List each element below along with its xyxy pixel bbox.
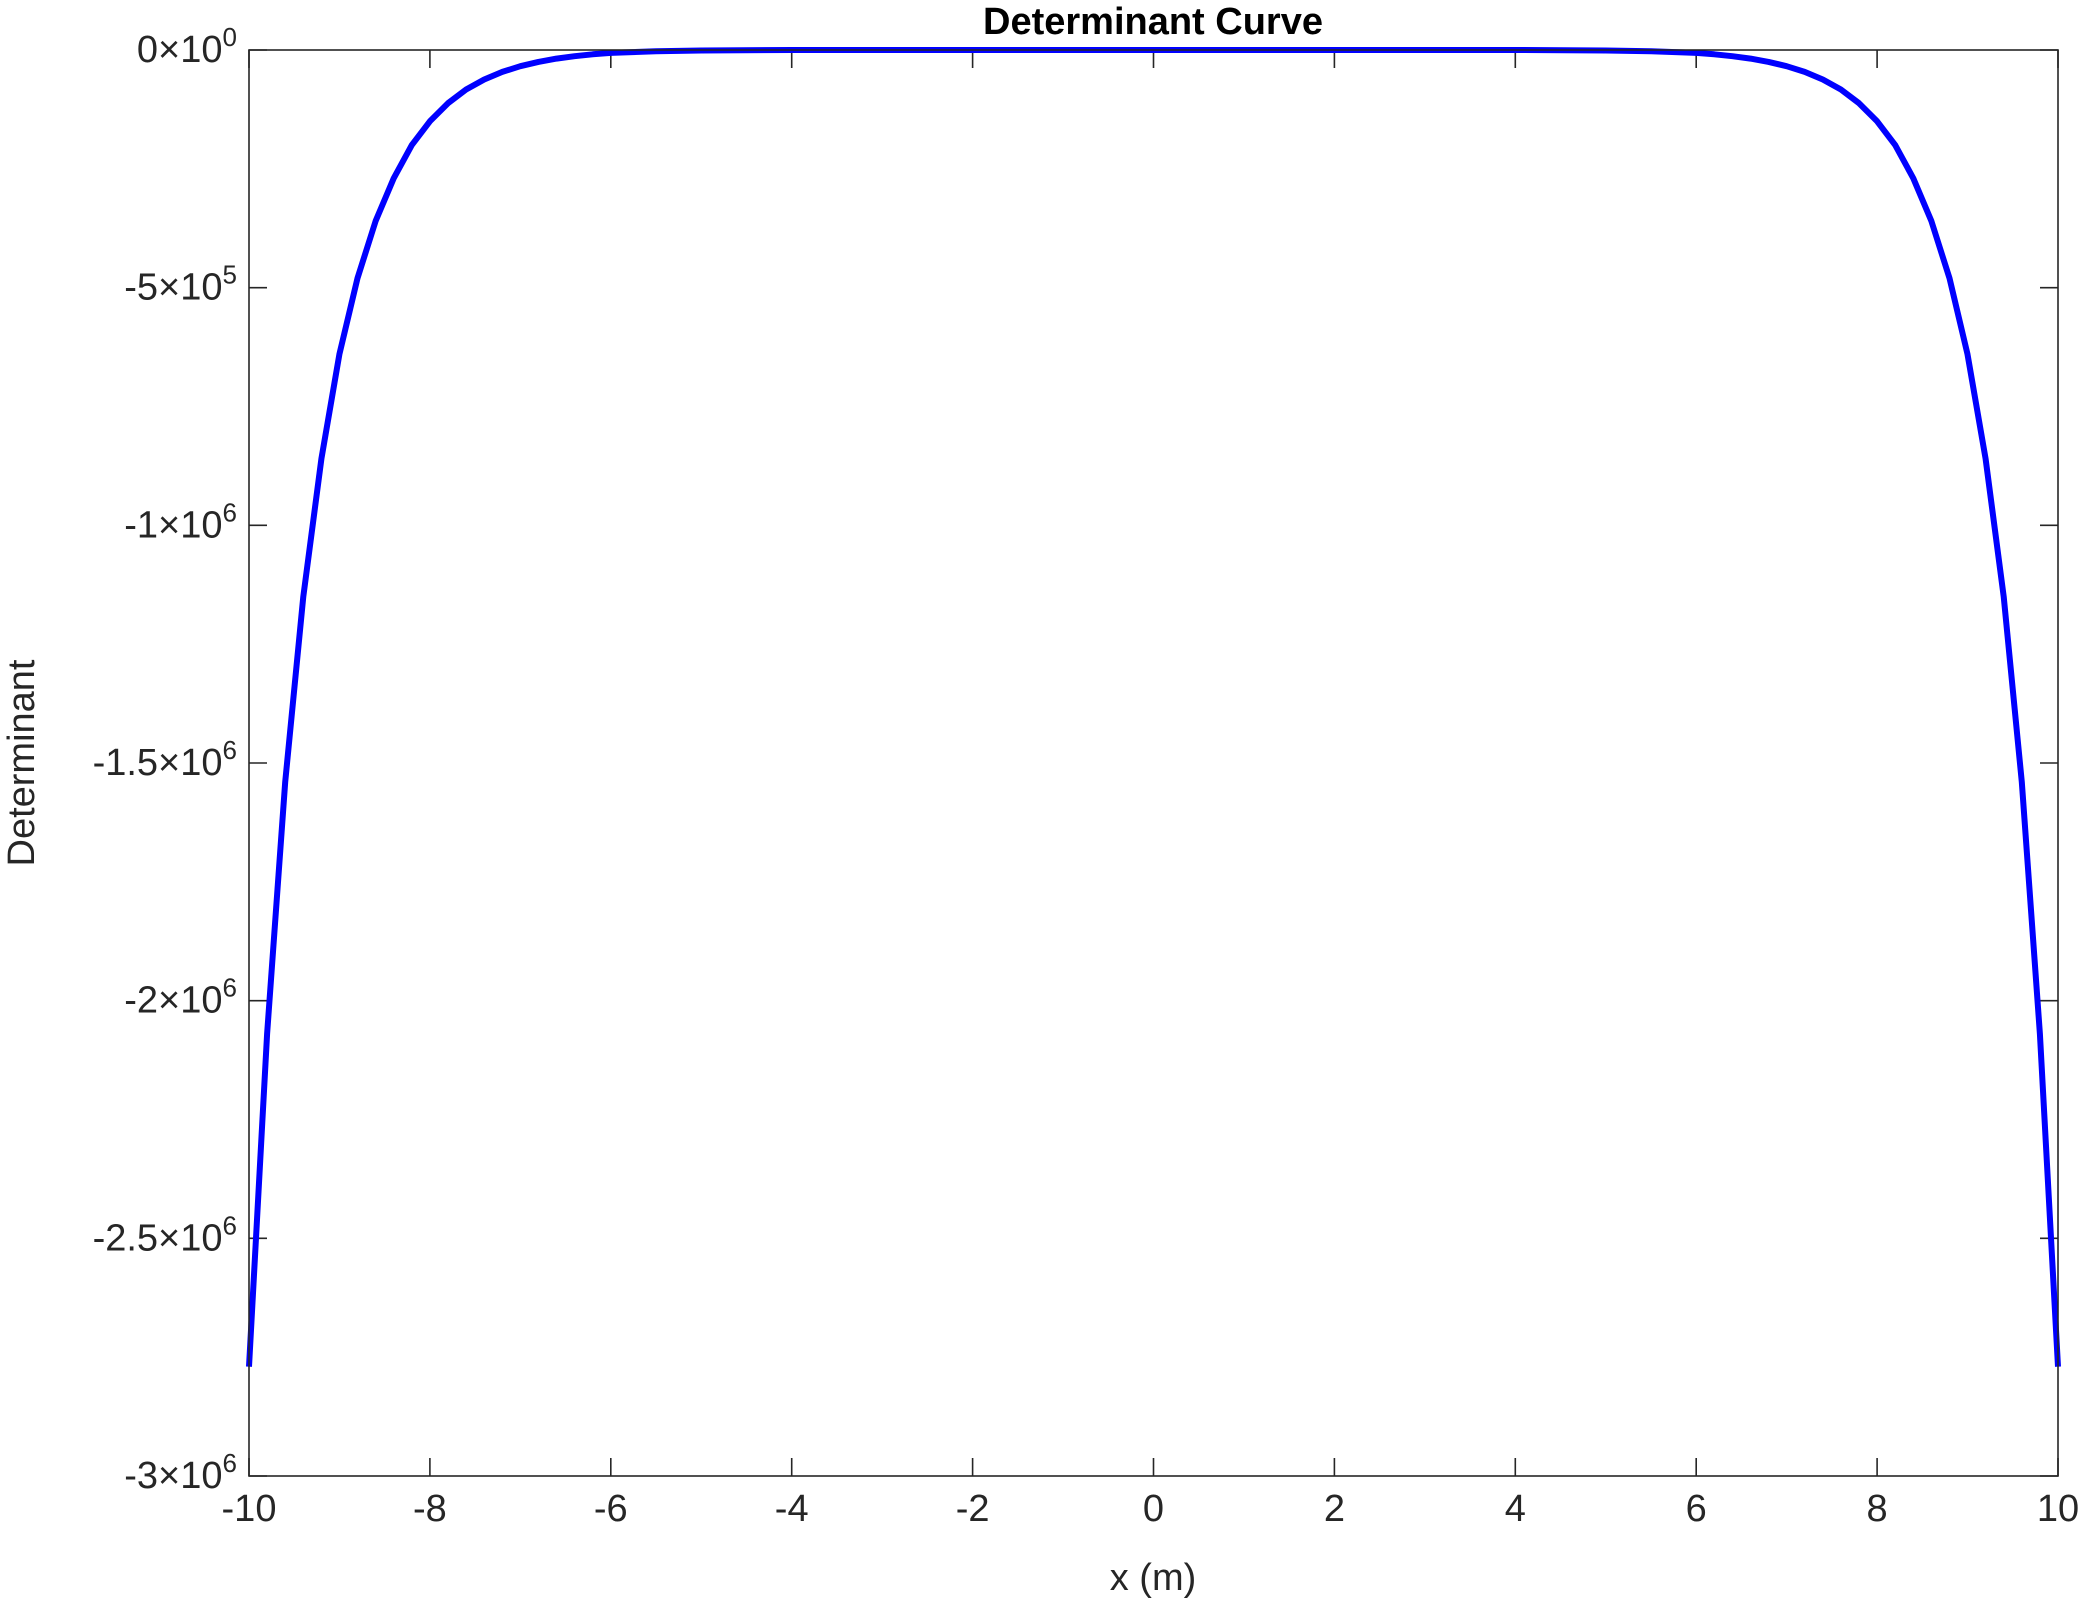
plot-frame: [248, 49, 2059, 1477]
y-axis-label: Determinant: [1, 659, 43, 866]
y-tick-label: -2.5×106: [93, 1210, 237, 1259]
y-axis: 0×100 -5×105 -1×106 -1.5×106 -2×106 -2.5×106 -…: [93, 22, 2058, 1497]
x-axis-label: x (m): [1110, 1557, 1197, 1599]
x-tick-label: 4: [1505, 1488, 1526, 1530]
x-tick-label: -10: [222, 1488, 277, 1530]
x-tick-label: -2: [956, 1488, 990, 1530]
plot-area: [249, 50, 2058, 1476]
y-tick-label: -1×106: [124, 497, 237, 546]
chart-title: Determinant Curve: [983, 1, 1323, 43]
x-tick-label: -6: [594, 1488, 628, 1530]
y-tick-label: -5×105: [124, 260, 237, 309]
x-tick-label: 8: [1867, 1488, 1888, 1530]
y-tick-label: -1.5×106: [93, 735, 237, 784]
x-tick-label: -8: [413, 1488, 447, 1530]
y-tick-label: 0×100: [137, 22, 237, 71]
y-tick-label: -2×106: [124, 973, 237, 1022]
x-tick-label: 6: [1686, 1488, 1707, 1530]
x-tick-label: 0: [1143, 1488, 1164, 1530]
plot-background: [249, 50, 2058, 1476]
x-tick-label: -4: [775, 1488, 809, 1530]
x-tick-label: 2: [1324, 1488, 1345, 1530]
x-axis: -10 -8 -6 -4 -2 0 2 4 6 8 10: [222, 50, 2079, 1530]
x-tick-label: 10: [2037, 1488, 2079, 1530]
y-tick-label: -3×106: [124, 1448, 237, 1497]
